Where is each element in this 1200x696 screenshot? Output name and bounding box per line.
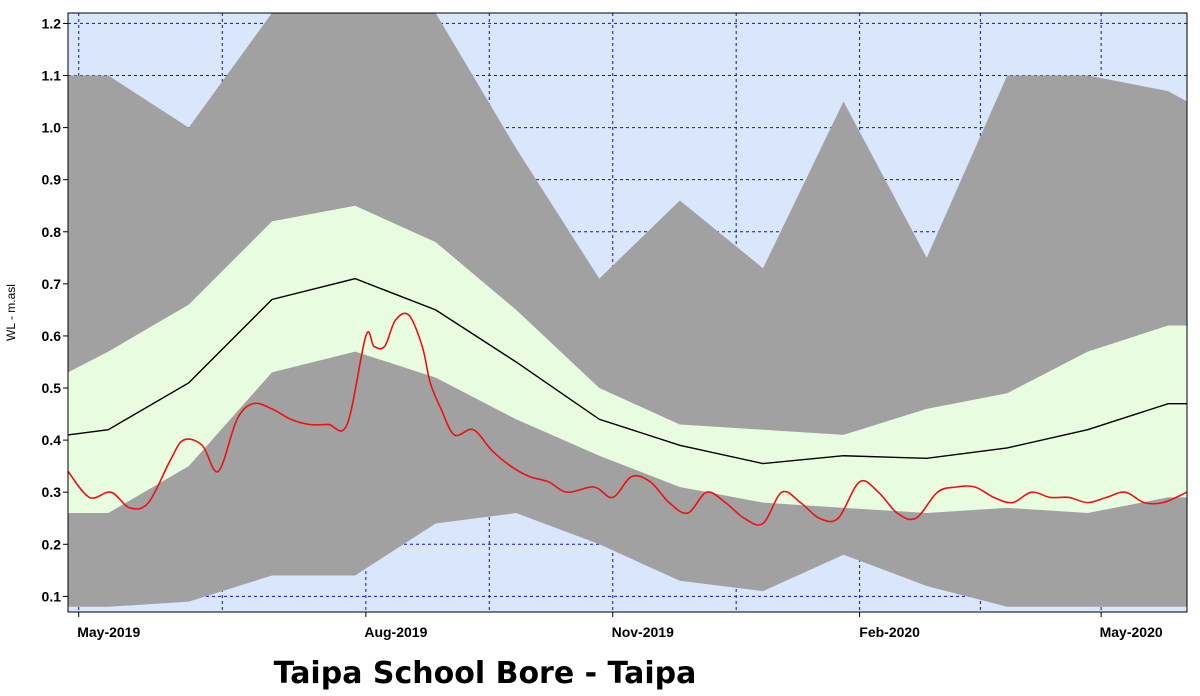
y-tick-label: 1.0 (42, 120, 62, 136)
y-axis: 0.1 0.2 0.3 0.4 0.5 0.6 0.7 0.8 0.9 1.0 1.1 1.2 (42, 15, 68, 604)
x-tick-label: Aug-2019 (364, 624, 427, 640)
y-tick-label: 0.7 (42, 276, 62, 292)
plot-frame (67, 12, 1188, 613)
x-tick-label: May-2020 (1100, 624, 1163, 640)
y-tick-label: 0.9 (42, 172, 62, 188)
x-axis: May-2019 Aug-2019 Nov-2019 Feb-2020 May-2020 (77, 612, 1163, 640)
y-tick-label: 0.4 (42, 432, 62, 448)
inner-percentile-band (68, 205, 1187, 514)
y-tick-label: 1.1 (42, 68, 62, 84)
y-tick-label: 0.3 (42, 484, 62, 500)
x-tick-label: Feb-2020 (859, 624, 920, 640)
y-tick-label: 1.2 (42, 15, 62, 31)
median-line (67, 277, 1187, 465)
y-tick-label: 0.1 (42, 588, 62, 604)
data-lines (67, 277, 1188, 526)
y-tick-label: 0.2 (42, 536, 62, 552)
observed-water-level-line (67, 312, 1188, 526)
y-tick-label: 0.8 (42, 224, 62, 240)
y-axis-label: WL - m.asl (4, 284, 18, 341)
chart-title: Taipa School Bore - Taipa (274, 656, 697, 691)
x-tick-label: May-2019 (77, 624, 140, 640)
y-tick-label: 0.6 (42, 328, 62, 344)
y-tick-label: 0.5 (42, 380, 62, 396)
x-tick-label: Nov-2019 (612, 624, 674, 640)
